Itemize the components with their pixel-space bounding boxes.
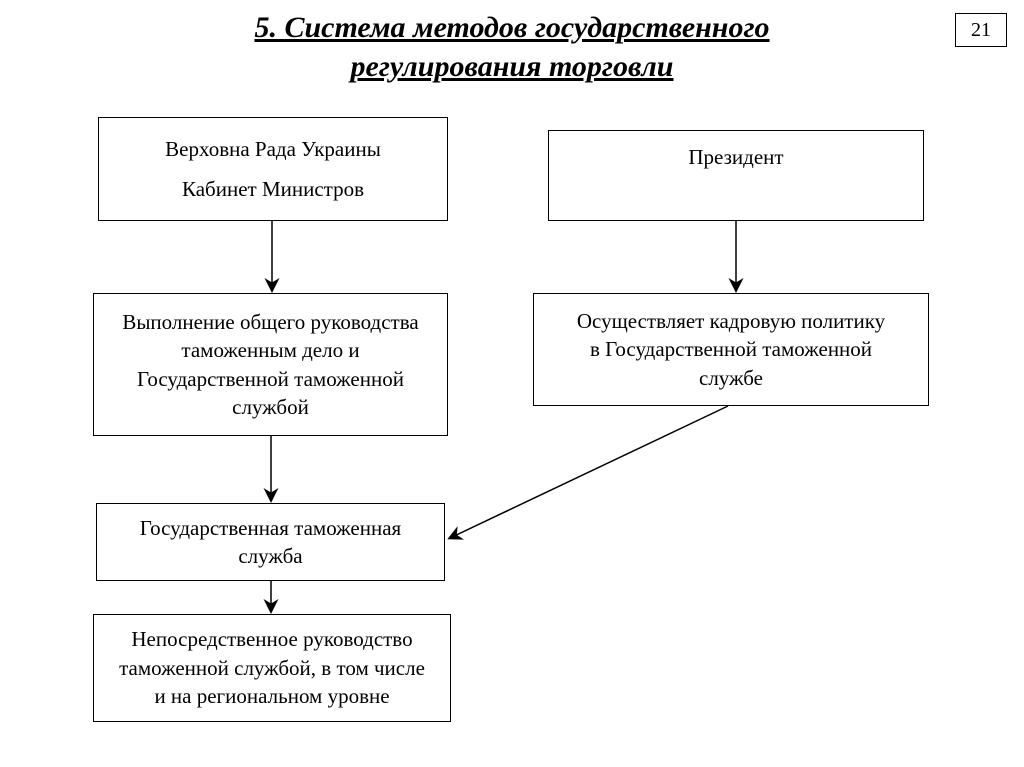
node-text-line: Государственной таможенной	[137, 365, 404, 393]
node-text-line: Непосредственное руководство	[131, 625, 412, 653]
node-text-line: службой	[232, 393, 309, 421]
node-text-line: Кабинет Министров	[182, 175, 364, 203]
node-general-management: Выполнение общего руководстватаможенным …	[93, 293, 448, 436]
node-text-line: служба	[238, 542, 302, 570]
title-line-2: регулирования торговли	[351, 50, 674, 83]
node-text-line: Осуществляет кадровую политику	[577, 307, 885, 335]
arrow	[450, 406, 728, 538]
node-text-line: Президент	[688, 143, 783, 171]
node-text-line: таможенным дело и	[181, 336, 359, 364]
node-text-line: Верховна Рада Украины	[165, 135, 381, 163]
slide-title: 5. Система методов государственного регу…	[0, 8, 1024, 86]
node-state-customs: Государственная таможеннаяслужба	[96, 503, 445, 581]
title-line-1: 5. Система методов государственного	[254, 11, 769, 44]
node-text-line: службе	[699, 364, 763, 392]
page-number-box: 21	[955, 13, 1007, 47]
node-text-line: Государственная таможенная	[140, 514, 401, 542]
node-president: Президент	[548, 130, 924, 221]
node-text-line: Выполнение общего руководства	[122, 308, 418, 336]
node-text-line: в Государственной таможенной	[590, 335, 872, 363]
page-number-text: 21	[971, 19, 991, 42]
node-direct-management: Непосредственное руководствотаможенной с…	[93, 614, 451, 722]
node-text-line: и на региональном уровне	[154, 682, 389, 710]
node-personnel-policy: Осуществляет кадровую политикув Государс…	[533, 293, 929, 406]
node-text-line: таможенной службой, в том числе	[119, 654, 425, 682]
node-verkhovna-rada: Верховна Рада Украины Кабинет Министров	[98, 117, 448, 221]
